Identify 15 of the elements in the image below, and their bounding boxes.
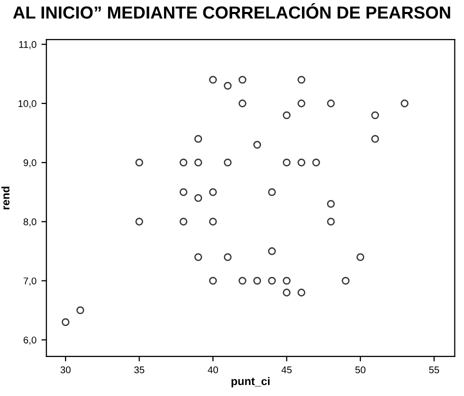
y-tick-label: 9,0 [24, 159, 36, 168]
x-axis-title: punt_ci [232, 376, 270, 388]
y-tick-label: 11,0 [19, 41, 36, 50]
x-tick-label: 45 [281, 366, 292, 374]
y-tick-label: 10,0 [18, 100, 36, 108]
y-tick-label: 6,0 [24, 336, 36, 345]
x-tick-label: 40 [208, 366, 218, 374]
chart-title: AL INICIO” MEDIANTE CORRELACIÓN DE PEARSON [13, 3, 450, 19]
x-tick-label: 55 [429, 366, 440, 374]
y-tick-label: 8,0 [24, 218, 36, 226]
x-tick-label: 30 [60, 366, 71, 374]
x-tick-label: 50 [355, 366, 366, 374]
y-axis-title: rend [1, 186, 10, 210]
y-tick-label: 7,0 [24, 277, 36, 286]
x-tick-label: 35 [134, 366, 144, 374]
